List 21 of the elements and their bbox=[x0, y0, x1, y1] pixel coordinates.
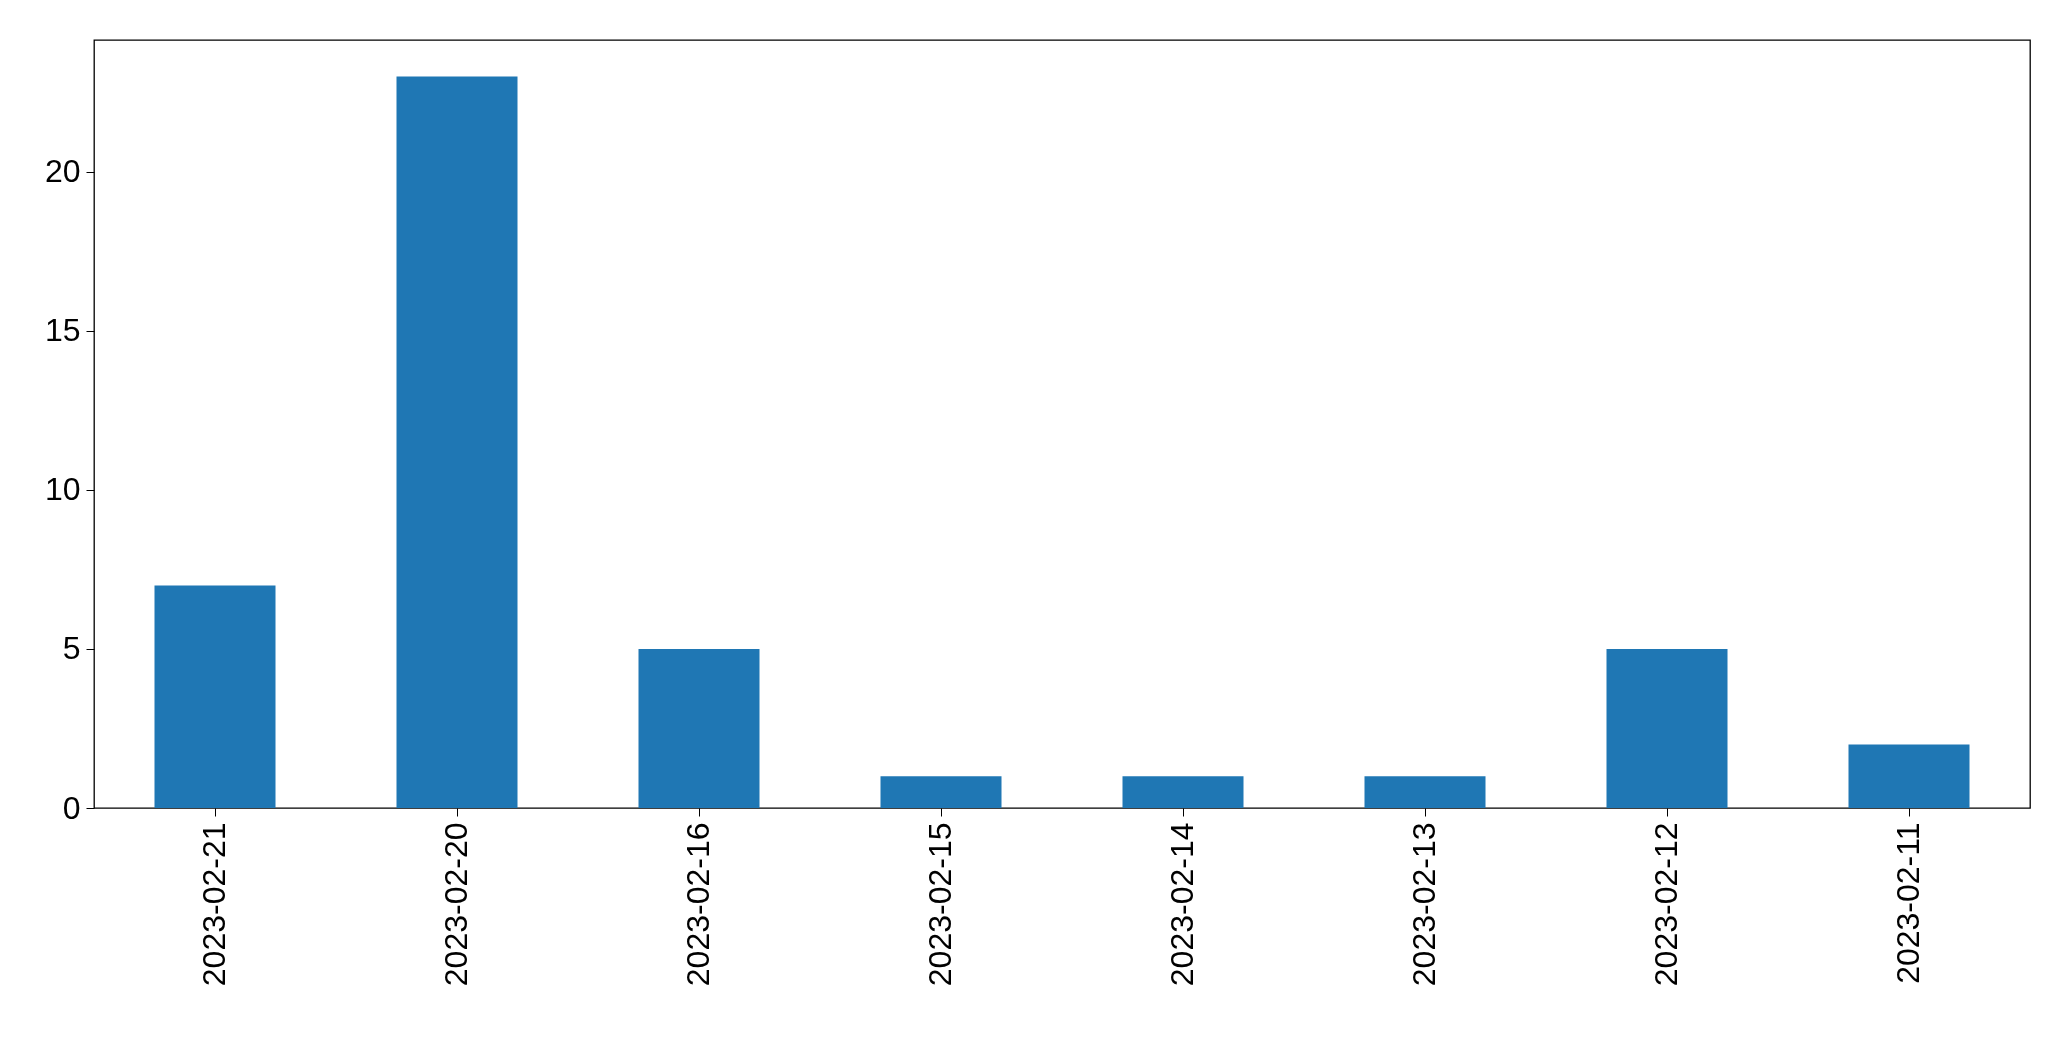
x-tick-label: 2023-02-11 bbox=[1890, 822, 1926, 984]
bar bbox=[1122, 776, 1244, 808]
x-tick-label: 2023-02-15 bbox=[922, 822, 958, 987]
x-tick-label: 2023-02-16 bbox=[680, 822, 716, 987]
bar bbox=[638, 648, 760, 808]
bar bbox=[880, 776, 1002, 808]
bar bbox=[1606, 648, 1728, 808]
x-tick-label: 2023-02-20 bbox=[438, 822, 474, 987]
x-tick-label: 2023-02-21 bbox=[196, 822, 232, 987]
y-tick-label: 10 bbox=[44, 471, 81, 508]
y-tick-label: 15 bbox=[44, 312, 81, 349]
bar bbox=[1848, 744, 1970, 808]
bar bbox=[1364, 776, 1486, 808]
y-tick-label: 0 bbox=[62, 789, 81, 826]
bar bbox=[154, 585, 276, 808]
bar bbox=[396, 76, 518, 808]
y-tick-label: 5 bbox=[62, 630, 81, 667]
x-tick-label: 2023-02-12 bbox=[1648, 822, 1684, 987]
y-tick-label: 20 bbox=[44, 153, 81, 190]
x-tick-label: 2023-02-14 bbox=[1164, 822, 1200, 987]
x-tick-label: 2023-02-13 bbox=[1406, 822, 1442, 987]
